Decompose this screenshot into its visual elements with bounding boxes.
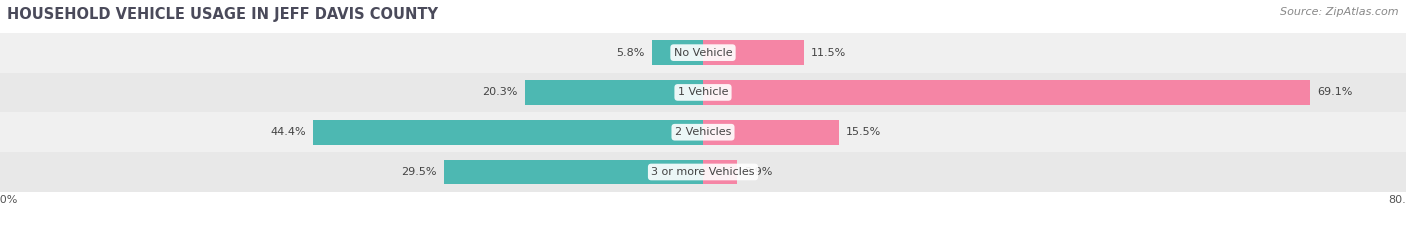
Bar — [703, 160, 737, 184]
Bar — [0, 73, 1406, 112]
Text: 15.5%: 15.5% — [846, 127, 882, 137]
Bar — [652, 40, 703, 65]
Text: 1 Vehicle: 1 Vehicle — [678, 88, 728, 97]
Bar — [314, 120, 703, 145]
Bar — [0, 112, 1406, 152]
Text: 2 Vehicles: 2 Vehicles — [675, 127, 731, 137]
Bar — [703, 120, 839, 145]
Text: 11.5%: 11.5% — [811, 48, 846, 58]
Text: 5.8%: 5.8% — [617, 48, 645, 58]
Bar — [703, 80, 1310, 105]
Bar — [703, 40, 804, 65]
Text: HOUSEHOLD VEHICLE USAGE IN JEFF DAVIS COUNTY: HOUSEHOLD VEHICLE USAGE IN JEFF DAVIS CO… — [7, 7, 439, 22]
Bar — [0, 33, 1406, 73]
Text: 29.5%: 29.5% — [401, 167, 437, 177]
Bar — [444, 160, 703, 184]
Text: 20.3%: 20.3% — [482, 88, 517, 97]
Bar — [524, 80, 703, 105]
Text: 3 or more Vehicles: 3 or more Vehicles — [651, 167, 755, 177]
Text: 3.9%: 3.9% — [744, 167, 773, 177]
Text: 44.4%: 44.4% — [270, 127, 307, 137]
Text: 69.1%: 69.1% — [1317, 88, 1353, 97]
Bar — [0, 152, 1406, 192]
Text: Source: ZipAtlas.com: Source: ZipAtlas.com — [1281, 7, 1399, 17]
Text: No Vehicle: No Vehicle — [673, 48, 733, 58]
